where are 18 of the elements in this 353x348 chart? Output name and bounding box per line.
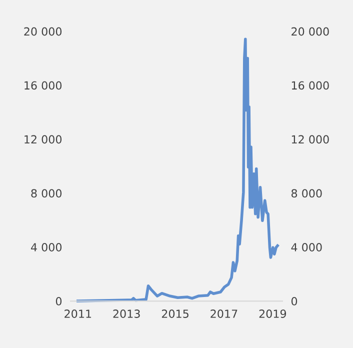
y2-tick-label: 8 000 <box>31 189 62 198</box>
y-tick-label: 0 <box>291 296 298 306</box>
line-series <box>76 38 279 302</box>
y-tick-label: 8 000 <box>291 189 322 198</box>
y2-tick-label: 16 000 <box>24 81 62 90</box>
y-tick-label: 4 000 <box>291 243 322 252</box>
y-tick-label: 16 000 <box>292 81 329 90</box>
x-tick-label: 2011 <box>64 310 92 318</box>
y2-tick-label: 0 <box>56 296 62 306</box>
y2-tick-label: 4 000 <box>31 243 62 252</box>
y2-tick-label: 20 000 <box>24 27 62 36</box>
y-tick-label: 12 000 <box>292 135 329 144</box>
x-tick-label: 2019 <box>259 310 286 318</box>
x-tick-label: 2015 <box>162 310 188 318</box>
x-tick-label: 2013 <box>113 310 140 318</box>
x-tick-label: 2017 <box>210 310 238 318</box>
y-tick-label: 20 000 <box>292 27 329 36</box>
y2-tick-label: 12 000 <box>24 135 62 144</box>
